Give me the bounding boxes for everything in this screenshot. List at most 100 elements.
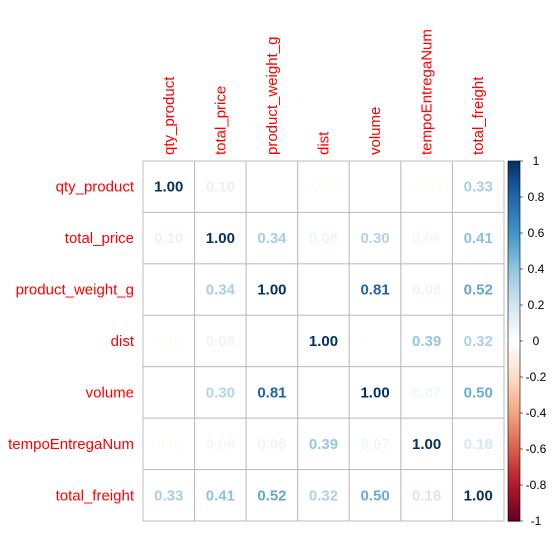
colorbar-segment: [508, 369, 520, 374]
cell-2-3: [297, 263, 350, 316]
cell-value-1-2: 0.34: [257, 230, 287, 247]
cell-4-2: [245, 366, 299, 419]
row-label-product_weight_g: product_weight_g: [16, 282, 134, 299]
colorbar-segment: [508, 182, 520, 187]
colorbar-segment: [508, 391, 520, 396]
colorbar-segment: [508, 409, 520, 414]
colorbar-segment: [508, 312, 520, 317]
cell-2-2: [245, 263, 299, 316]
colorbar-segment: [508, 355, 520, 360]
cell-value-4-1: 0.30: [206, 384, 235, 401]
colorbar-segment: [508, 294, 520, 299]
cell-value-2-2: 1.00: [257, 282, 286, 299]
colorbar-segment: [508, 481, 520, 486]
colorbar-segment: [508, 413, 520, 418]
cell-value-0-1: 0.10: [206, 179, 235, 196]
cell-6-6: [451, 469, 505, 522]
colorbar-segment: [508, 377, 520, 382]
cell-value-5-4: 0.07: [360, 436, 389, 453]
colorbar-segment: [508, 164, 520, 169]
cell-value-4-3: 0.01: [309, 384, 338, 401]
colorbar-segment: [508, 402, 520, 407]
colorbar-segment: [508, 337, 520, 342]
cell-value-5-3: 0.39: [309, 436, 338, 453]
colorbar-segment: [508, 510, 520, 515]
colorbar-segment: [508, 438, 520, 443]
column-label-total_price: total_price: [212, 86, 229, 155]
cell-value-1-3: 0.08: [309, 230, 338, 247]
colorbar-segment: [508, 265, 520, 270]
colorbar-segment: [508, 470, 520, 475]
colorbar-segment: [508, 434, 520, 439]
cell-value-6-0: 0.33: [154, 487, 183, 504]
colorbar-segment: [508, 387, 520, 392]
cell-0-1: [194, 160, 247, 213]
colorbar-segment: [508, 247, 520, 252]
cell-value-5-0: -0.02: [152, 436, 186, 453]
cell-1-2: [245, 211, 299, 265]
colorbar-segment: [508, 297, 520, 302]
cell-value-6-6: 1.00: [464, 487, 493, 504]
colorbar-segment: [508, 384, 520, 389]
cell-value-3-1: 0.08: [206, 333, 235, 350]
colorbar-segment: [508, 269, 520, 274]
cell-value-5-5: 1.00: [412, 436, 441, 453]
colorbar-segment: [508, 287, 520, 292]
colorbar-segment: [508, 503, 520, 508]
colorbar-segment: [508, 513, 520, 518]
colorbar-segment: [508, 431, 520, 436]
cell-value-6-1: 0.41: [206, 487, 235, 504]
colorbar-tick-label: 0.8: [528, 190, 545, 204]
colorbar-segment: [508, 341, 520, 346]
colorbar-segment: [508, 405, 520, 410]
colorbar-tick-label: -0.6: [526, 442, 547, 456]
cell-5-1: [194, 417, 247, 471]
colorbar-tick-label: 0.2: [528, 298, 545, 312]
colorbar-tick-label: 0.6: [528, 226, 545, 240]
cell-1-6: [451, 211, 505, 265]
cell-value-0-4: 0.00: [360, 179, 389, 196]
colorbar-segment: [508, 229, 520, 234]
colorbar-segment: [508, 189, 520, 194]
colorbar-segment: [508, 319, 520, 324]
colorbar-segment: [508, 305, 520, 310]
cell-3-5: [400, 314, 453, 368]
colorbar-segment: [508, 420, 520, 425]
colorbar-segment: [508, 276, 520, 281]
colorbar-segment: [508, 459, 520, 464]
cell-value-4-4: 1.00: [360, 384, 389, 401]
cell-value-4-2: 0.81: [257, 384, 286, 401]
cell-5-6: [451, 417, 505, 471]
colorbar-segment: [508, 373, 520, 378]
cell-4-0: [142, 366, 196, 419]
cell-value-5-6: 0.18: [464, 436, 493, 453]
colorbar-segment: [508, 449, 520, 454]
cell-value-0-6: 0.33: [464, 179, 493, 196]
colorbar-segment: [508, 333, 520, 338]
cell-6-3: [297, 469, 350, 522]
cell-value-5-1: 0.06: [206, 436, 235, 453]
colorbar-segment: [508, 344, 520, 349]
colorbar-segment: [508, 200, 520, 205]
colorbar-segment: [508, 218, 520, 223]
colorbar-segment: [508, 488, 520, 493]
colorbar-segment: [508, 456, 520, 461]
colorbar-tick-label: 0.4: [528, 262, 545, 276]
cell-6-4: [348, 469, 402, 522]
colorbar-segment: [508, 279, 520, 284]
cell-value-4-6: 0.50: [464, 384, 493, 401]
colorbar-segment: [508, 416, 520, 421]
cell-3-1: [194, 314, 247, 368]
cell-value-1-0: 0.10: [154, 230, 183, 247]
colorbar-segment: [508, 506, 520, 511]
cell-2-1: [194, 263, 247, 316]
colorbar-segment: [508, 463, 520, 468]
colorbar-segment: [508, 186, 520, 191]
colorbar-segment: [508, 395, 520, 400]
cell-value-6-2: 0.52: [257, 487, 286, 504]
colorbar-segment: [508, 452, 520, 457]
colorbar-segment: [508, 362, 520, 367]
colorbar-segment: [508, 445, 520, 450]
colorbar-segment: [508, 222, 520, 227]
colorbar-segment: [508, 330, 520, 335]
